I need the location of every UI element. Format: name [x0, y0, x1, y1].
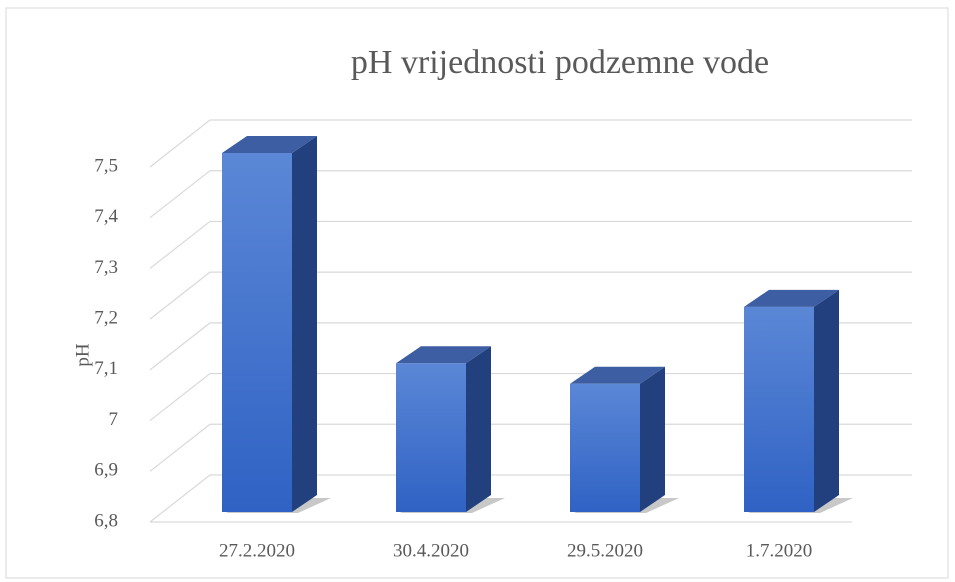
bar-front [570, 383, 640, 512]
bar [396, 346, 505, 513]
y-tick-label: 7 [109, 409, 119, 430]
bar-front [744, 306, 814, 512]
x-tick-label: 27.2.2020 [219, 540, 295, 561]
bar-side [466, 346, 491, 512]
y-tick-label: 6,8 [94, 510, 118, 531]
bar [744, 289, 853, 513]
y-tick-label: 7,1 [94, 358, 118, 379]
y-tick-label: 7,3 [94, 257, 118, 278]
bar-front [222, 153, 292, 512]
x-tick-label: 1.7.2020 [746, 540, 813, 561]
grid-line [149, 170, 912, 219]
bar-front [396, 363, 466, 512]
bar-top [570, 366, 665, 384]
bar-side [814, 289, 839, 512]
grid-line [149, 119, 912, 168]
bar-side [640, 366, 665, 512]
chart-title: pH vrijednosti podzemne vode [351, 44, 769, 81]
bar [222, 136, 331, 513]
grid-line [149, 372, 912, 422]
grid-line [149, 271, 912, 320]
grid-line [149, 322, 912, 371]
y-tick-label: 7,4 [94, 206, 118, 227]
bar-top [222, 136, 317, 153]
x-tick-label: 30.4.2020 [393, 540, 469, 561]
grid-line [149, 220, 912, 269]
y-tick-label: 6,9 [94, 460, 118, 481]
y-tick-label: 7,5 [94, 155, 118, 176]
bar-top [396, 346, 491, 364]
x-tick-label: 29.5.2020 [567, 540, 643, 561]
grid-line [149, 423, 912, 472]
y-axis-label: pH [72, 343, 93, 367]
bar [570, 366, 679, 513]
bar-top [744, 289, 839, 307]
y-tick-label: 7,2 [94, 308, 118, 329]
grid-line [149, 474, 912, 523]
bar-side [292, 136, 317, 512]
